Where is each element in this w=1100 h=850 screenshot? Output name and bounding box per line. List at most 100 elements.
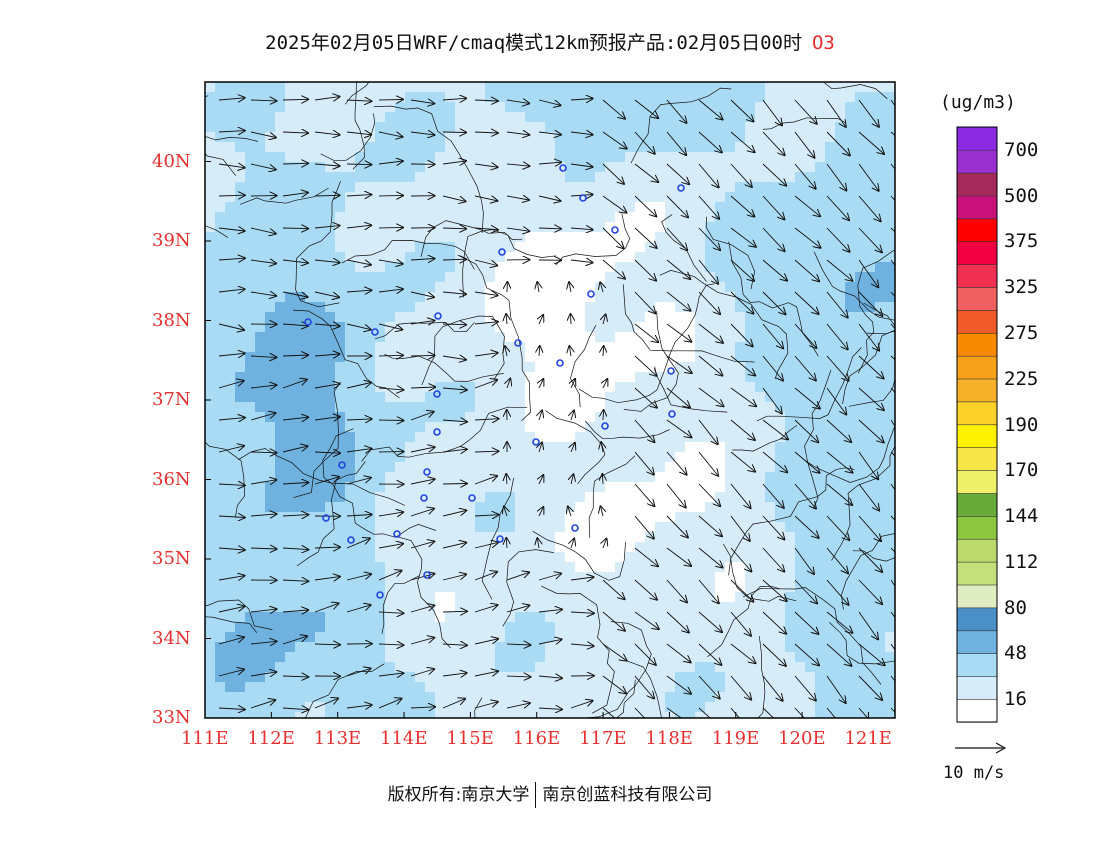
lon-label: 114E (380, 728, 428, 749)
wind-arrow (218, 708, 245, 710)
wind-arrow (698, 99, 723, 120)
wind-arrow (826, 451, 853, 473)
wind-arrow (826, 99, 846, 127)
wind-arrow (218, 195, 245, 196)
wind-arrow (826, 643, 852, 666)
wind-arrow (601, 506, 604, 517)
wind-arrow (730, 483, 751, 508)
wind-arrow (730, 291, 754, 314)
wind-arrow (346, 419, 372, 420)
wind-arrow (474, 702, 498, 709)
wind-arrow (442, 574, 466, 581)
wind-arrow (442, 228, 466, 229)
wind-arrow (858, 227, 882, 252)
wind-arrow (634, 675, 654, 699)
colorbar-swatch (956, 538, 998, 563)
wind-arrow (603, 314, 606, 325)
wind-arrow (250, 356, 276, 357)
colorbar-swatch (956, 584, 998, 609)
wind-arrow (538, 228, 561, 229)
wind-arrow (442, 420, 467, 422)
wind-arrow (378, 260, 403, 264)
wind-arrow (314, 477, 339, 485)
station-marker (434, 312, 442, 320)
wind-arrow (218, 446, 244, 453)
wind-arrow (634, 419, 654, 442)
wind-arrow (826, 163, 846, 191)
wind-arrow (730, 611, 751, 636)
wind-arrow (826, 419, 851, 442)
wind-arrow (858, 291, 882, 316)
wind-arrow (570, 228, 593, 230)
wind-arrow (218, 258, 245, 260)
lon-label: 117E (579, 728, 627, 749)
copyright-credit: 版权所有:南京大学 南京创蓝科技有限公司 (0, 780, 1100, 808)
wind-arrow (282, 446, 308, 453)
wind-arrow (602, 675, 626, 693)
wind-arrow (570, 701, 593, 709)
wind-arrow (698, 387, 724, 406)
wind-arrow (762, 323, 783, 348)
lon-label: 111E (181, 728, 229, 749)
wind-arrow (250, 672, 276, 676)
title-text: 2025年02月05日WRF/cmaq模式12km预报产品:02月05日00时 (265, 32, 802, 54)
wind-arrow (250, 641, 277, 644)
wind-arrow (314, 547, 340, 548)
credit-divider (535, 782, 537, 808)
lat-label: 33N (152, 707, 191, 728)
wind-arrow (410, 132, 434, 135)
wind-arrow (698, 675, 720, 699)
wind-arrow (794, 291, 819, 314)
wind-arrow (762, 611, 786, 634)
wind-arrow (666, 291, 691, 311)
wind-arrow (826, 131, 850, 156)
wind-arrow (218, 164, 245, 168)
wind-arrow (794, 451, 820, 473)
wind-arrow (539, 315, 543, 325)
wind-arrow (826, 355, 849, 381)
wind-arrow (794, 163, 816, 189)
wind-arrow (442, 98, 466, 100)
lon-label: 116E (512, 728, 561, 749)
station-marker (677, 184, 685, 192)
colorbar-swatch (956, 286, 998, 311)
colorbar-swatch (956, 218, 998, 243)
wind-arrow (698, 195, 719, 219)
station-marker (423, 571, 431, 579)
wind-arrow (250, 413, 276, 421)
station-marker (587, 290, 595, 298)
wind-arrow (794, 547, 814, 574)
wind-arrow (538, 708, 562, 709)
ozone-concentration-field (205, 82, 895, 718)
station-marker (556, 359, 564, 367)
colorbar-label: 190 (1004, 413, 1039, 436)
wind-arrow (794, 99, 817, 124)
wind-arrow (539, 346, 540, 357)
wind-arrow (218, 131, 245, 132)
wind-arrow (571, 379, 575, 389)
wind-arrow (410, 387, 435, 388)
wind-arrow (666, 515, 688, 538)
wind-arrow (378, 544, 403, 548)
wind-arrow (794, 419, 818, 442)
wind-arrow (569, 346, 571, 357)
wind-arrow (378, 512, 403, 516)
wind-arrow (346, 478, 371, 485)
station-marker (571, 524, 579, 532)
wind-reference-arrow (955, 742, 1007, 754)
wind-arrow (666, 259, 690, 279)
wind-arrow (826, 483, 852, 505)
wind-arrow (314, 195, 340, 196)
wind-arrow (282, 99, 308, 100)
wind-arrow (634, 451, 654, 475)
wind-arrow (762, 227, 785, 251)
wind-arrow (538, 132, 561, 135)
wind-arrow (826, 675, 846, 703)
station-marker (322, 514, 330, 522)
wind-arrow (474, 259, 497, 266)
province-county-boundaries (205, 82, 895, 718)
colorbar-swatch (956, 515, 998, 540)
wind-arrow (762, 259, 787, 281)
wind-arrow (282, 132, 308, 133)
